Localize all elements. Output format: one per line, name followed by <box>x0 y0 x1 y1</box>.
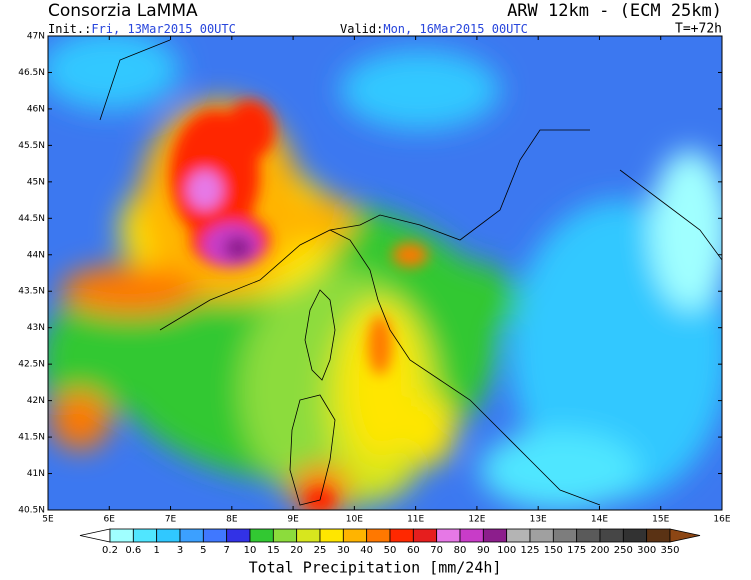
colorbar-bin <box>132 528 158 543</box>
field-cores <box>170 100 428 510</box>
colorbar-bin <box>622 528 648 543</box>
colorbar-bin <box>366 528 391 543</box>
colorbar-label: 50 <box>384 545 397 556</box>
lat-tick-label: 43N <box>27 323 45 333</box>
lat-tick-label: 44N <box>27 250 45 260</box>
map-frame <box>47 35 723 511</box>
colorbar-label: 175 <box>567 545 586 556</box>
colorbar-label: 5 <box>200 545 206 556</box>
colorbar-bin <box>506 528 531 543</box>
lat-tick-label: 43.5N <box>18 287 45 297</box>
lon-tick-label: 16E <box>713 515 730 525</box>
colorbar-bin <box>249 528 274 543</box>
colorbar-bin <box>436 528 461 543</box>
init-line: Init.:Fri, 13Mar2015 00UTC <box>48 22 236 36</box>
lat-tick-label: 41N <box>27 469 45 479</box>
colorbar-label: 80 <box>454 545 467 556</box>
colorbar-bin <box>156 528 181 543</box>
colorbar-label: 90 <box>477 545 490 556</box>
colorbar-title: Total Precipitation [mm/24h] <box>249 559 502 577</box>
colorbar-label: 250 <box>614 545 633 556</box>
lon-tick-label: 15E <box>652 515 669 525</box>
colorbar-label: 25 <box>314 545 327 556</box>
colorbar-label: 70 <box>430 545 443 556</box>
header-model: ARW 12km - (ECM 25km) <box>507 1 722 21</box>
colorbar-bin <box>646 528 671 543</box>
colorbar-bin <box>482 528 508 543</box>
colorbar-bin <box>389 528 414 543</box>
lat-tick-label: 45N <box>27 177 45 187</box>
colorbar-bin <box>202 528 228 543</box>
colorbar-bin <box>599 528 624 543</box>
graticule: 5E 6E 7E 8E 9E 10E 11E 12E 13E 14E 15E 16E 40.5N 41N 4… <box>18 32 731 525</box>
valid-line: Valid:Mon, 16Mar2015 00UTC <box>340 22 528 36</box>
colorbar-label: 150 <box>544 545 563 556</box>
lat-tick-label: 47N <box>27 32 45 42</box>
valid-date: Mon, 16Mar2015 00UTC <box>383 22 528 36</box>
lat-tick-label: 46.5N <box>18 68 45 78</box>
forecast-step: T=+72h <box>675 22 722 37</box>
lat-tick-label: 42N <box>27 396 45 406</box>
colorbar-bin <box>552 528 578 543</box>
colorbar-label: 30 <box>337 545 350 556</box>
colorbar-label: 350 <box>660 545 679 556</box>
colorbar-bin <box>179 528 204 543</box>
colorbar-bin <box>109 528 134 543</box>
lon-tick-label: 9E <box>287 515 299 525</box>
lon-tick-label: 8E <box>226 515 238 525</box>
colorbar-bin <box>576 528 601 543</box>
colorbar-label: 0.2 <box>102 545 118 556</box>
lat-tick-label: 46N <box>27 104 45 114</box>
lon-tick-label: 12E <box>468 515 485 525</box>
colorbar-bin <box>296 528 321 543</box>
colorbar-label: 20 <box>290 545 303 556</box>
colorbar-arrow-right <box>669 528 701 543</box>
colorbar-bin <box>529 528 554 543</box>
precipitation-field <box>48 36 722 510</box>
init-date: Fri, 13Mar2015 00UTC <box>91 22 236 36</box>
colorbar-label: 125 <box>520 545 539 556</box>
colorbar: 0.2 0.6 1 3 5 7 10 15 20 25 30 40 50 60 70 80 90 100 125 15… <box>79 528 701 556</box>
lat-tick-label: 45.5N <box>18 141 45 151</box>
valid-label: Valid: <box>340 22 383 36</box>
colorbar-label: 3 <box>177 545 183 556</box>
lon-tick-label: 10E <box>346 515 363 525</box>
colorbar-bin <box>226 528 251 543</box>
colorbar-label: 100 <box>497 545 516 556</box>
lon-tick-label: 14E <box>591 515 608 525</box>
colorbar-label: 1 <box>153 545 159 556</box>
colorbar-label: 300 <box>637 545 656 556</box>
colorbar-label: 40 <box>360 545 373 556</box>
lat-tick-label: 41.5N <box>18 433 45 443</box>
lat-tick-label: 42.5N <box>18 360 45 370</box>
lon-tick-label: 5E <box>42 515 54 525</box>
lat-tick-label: 44.5N <box>18 214 45 224</box>
colorbar-bin <box>319 528 344 543</box>
colorbar-bin <box>459 528 484 543</box>
colorbar-label: 0.6 <box>125 545 141 556</box>
colorbar-arrow-left <box>79 528 111 543</box>
lon-tick-label: 6E <box>104 515 116 525</box>
colorbar-bin <box>342 528 368 543</box>
colorbar-label: 60 <box>407 545 420 556</box>
lon-tick-label: 11E <box>407 515 424 525</box>
colorbar-label: 7 <box>223 545 229 556</box>
colorbar-label: 10 <box>244 545 257 556</box>
lon-tick-label: 13E <box>530 515 547 525</box>
colorbar-label: 200 <box>590 545 609 556</box>
lon-tick-label: 7E <box>165 515 177 525</box>
lat-tick-label: 40.5N <box>18 506 45 516</box>
header-title: Consorzia LaMMA <box>48 1 198 21</box>
colorbar-bin <box>272 528 298 543</box>
colorbar-label: 15 <box>267 545 280 556</box>
init-label: Init.: <box>48 22 91 36</box>
coastlines <box>99 39 722 506</box>
colorbar-bin <box>412 528 438 543</box>
